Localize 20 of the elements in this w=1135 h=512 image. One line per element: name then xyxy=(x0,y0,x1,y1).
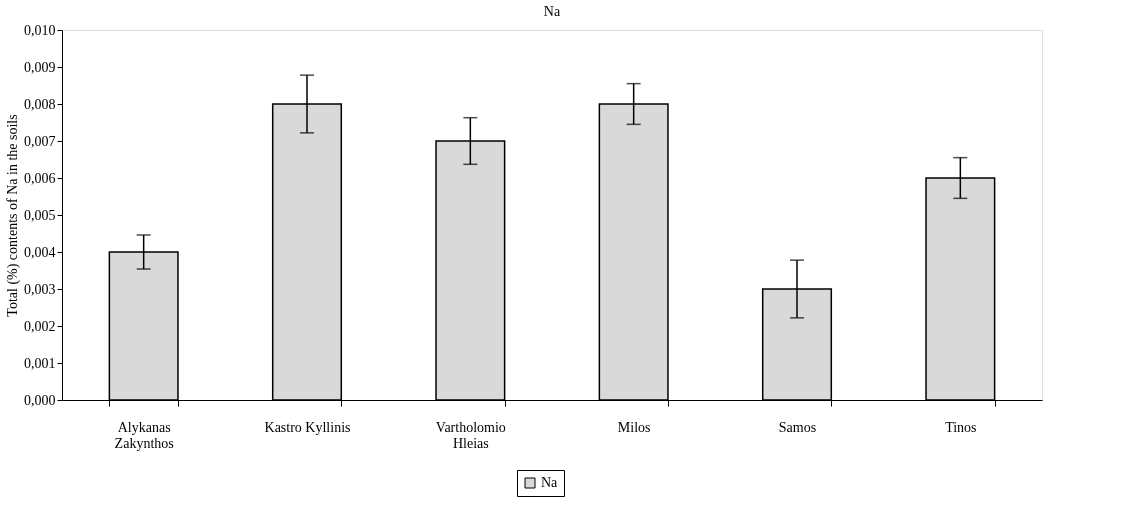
y-tick-label: 0,003 xyxy=(24,281,56,297)
y-axis-title: Total (%) contents of Na in the soils xyxy=(5,114,21,317)
chart-title: Na xyxy=(543,4,561,19)
y-tick-label: 0,001 xyxy=(24,355,56,371)
x-tick-label: Kastro Kyllinis xyxy=(264,419,351,435)
x-tick-label: Tinos xyxy=(945,419,977,435)
x-tick-label: Samos xyxy=(778,419,817,435)
legend-label: Na xyxy=(541,475,559,490)
y-tick-label: 0,000 xyxy=(24,392,56,408)
y-tick-label: 0,010 xyxy=(24,22,56,38)
y-tick-label: 0,002 xyxy=(24,318,56,334)
x-tick-label: Milos xyxy=(617,419,651,435)
y-tick-label: 0,009 xyxy=(24,59,56,75)
y-tick-label: 0,005 xyxy=(24,207,56,223)
y-tick-label: 0,007 xyxy=(24,133,56,149)
y-tick-label: 0,004 xyxy=(24,244,56,260)
y-tick-label: 0,006 xyxy=(24,170,56,186)
x-tick-label: Vartholomio Hleias xyxy=(435,419,506,451)
x-tick-label: Alykanas Zakynthos xyxy=(114,419,174,451)
y-tick-label: 0,008 xyxy=(24,96,56,112)
